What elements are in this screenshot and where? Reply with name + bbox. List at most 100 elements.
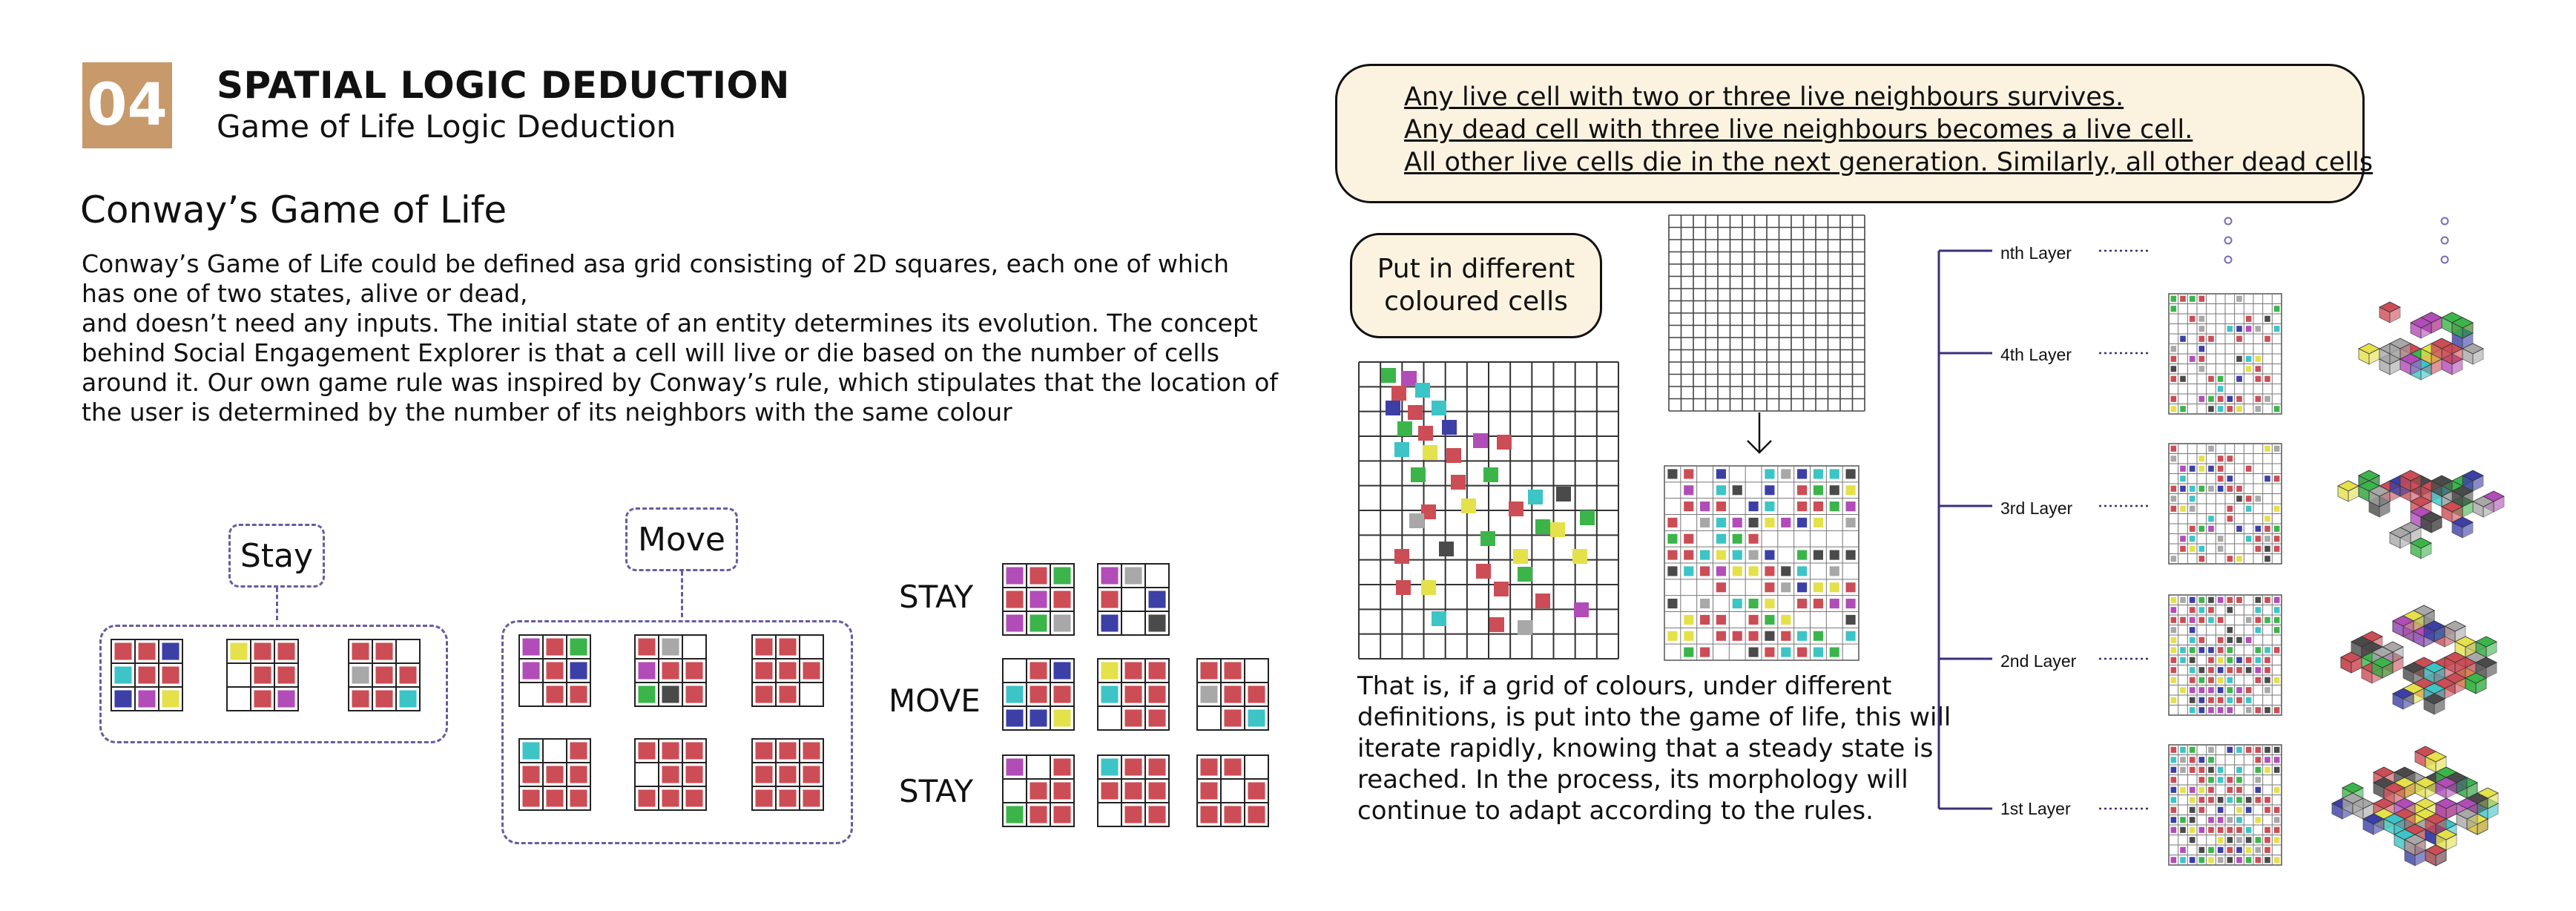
dense-grid-cell (2198, 766, 2205, 773)
iso-cube-right (2483, 501, 2494, 518)
mini-grid-cell (1224, 758, 1242, 776)
scatter-cell (1394, 442, 1409, 457)
dense-grid-cell (2180, 505, 2186, 512)
dense-grid-cell (2245, 496, 2252, 502)
dense-grid-cell (1797, 469, 1808, 479)
mini-grid-cell (254, 666, 271, 684)
mini-grid-cell (755, 789, 773, 807)
coloured-cells-callout: Put in different coloured cells (1350, 233, 1602, 338)
dense-grid-cell (2198, 797, 2205, 803)
ellipsis-dot (2224, 236, 2233, 245)
dense-grid-cell (2170, 596, 2177, 603)
dense-grid-cell (2170, 677, 2177, 683)
dense-grid-cell (2227, 657, 2233, 663)
dense-grid-cell (1781, 469, 1791, 479)
dense-grid-cell (2236, 797, 2242, 803)
dense-grid-cell (1765, 469, 1775, 479)
dense-grid-cell (2198, 556, 2205, 562)
scatter-cell (1473, 433, 1488, 448)
dense-grid-cell (2170, 556, 2177, 562)
mini-grid-cell (1030, 614, 1047, 632)
dense-grid-cell (2264, 536, 2270, 542)
dense-grid-cell (2198, 806, 2205, 813)
dense-grid-cell (2208, 797, 2214, 803)
mini-grid-cell (399, 666, 417, 684)
dense-grid-cell (2236, 406, 2242, 412)
dense-grid-cell (2217, 657, 2224, 663)
dense-grid-cell (1781, 614, 1791, 625)
dense-grid-cell (2273, 707, 2280, 714)
mini-grid-cell (1006, 591, 1024, 608)
dense-grid-cell (2189, 806, 2195, 813)
dense-grid-cell (2236, 806, 2242, 813)
mini-grid-cell (662, 789, 679, 807)
section-subtitle: Game of Life Logic Deduction (217, 108, 676, 145)
dense-grid-cell (2245, 746, 2252, 753)
dense-grid-cell (2264, 657, 2270, 663)
mini-grid-cell (662, 662, 679, 680)
dense-grid-cell (2208, 516, 2214, 522)
scatter-cell (1423, 445, 1437, 460)
dense-grid-cell (2255, 406, 2262, 412)
mini-grid-cell (570, 766, 587, 783)
mini-grid-cell (1224, 806, 1242, 823)
mini-grid-cell (1124, 709, 1142, 727)
dense-grid-cell (2208, 697, 2214, 703)
dense-grid-cell (2180, 596, 2186, 603)
dense-grid-cell (1748, 614, 1759, 625)
dense-grid-cell (2227, 846, 2233, 853)
iso-cube-right (2410, 475, 2422, 492)
dense-grid-cell (2227, 667, 2233, 674)
dense-grid-cell (2264, 647, 2270, 654)
dense-grid-cell (2255, 355, 2262, 362)
dense-grid-cell (2189, 657, 2195, 663)
dense-grid-cell (2189, 826, 2195, 833)
dense-grid-cell (1732, 599, 1742, 609)
dense-grid-cell (2189, 295, 2195, 302)
rule-line: All other live cells die in the next gen… (1404, 148, 2374, 177)
mini-grid-cell (685, 742, 703, 760)
dense-grid-cell (2217, 806, 2224, 813)
scatter-cell (1432, 611, 1446, 626)
dense-grid-cell (2245, 846, 2252, 853)
mini-grid-cell (755, 662, 773, 680)
dense-grid-cell (2170, 366, 2177, 372)
iso-cube-right (2454, 657, 2466, 674)
dense-grid-cell (2255, 846, 2262, 853)
dense-grid-cell (1748, 501, 1759, 512)
dense-grid-cell (2245, 505, 2252, 512)
mini-grid-cell (685, 685, 703, 703)
dense-grid-cell (1684, 631, 1694, 641)
iso-cube-right (2462, 322, 2474, 339)
dense-grid-cell (2208, 817, 2214, 823)
scatter-cell (1432, 401, 1446, 415)
dense-grid-cell (2227, 505, 2233, 512)
mini-grid-cell (546, 685, 564, 703)
iso-cube-right (2486, 662, 2497, 679)
ellipsis-dot (2440, 255, 2449, 264)
dense-grid-cell (1684, 614, 1694, 625)
dense-grid-cell (2208, 757, 2214, 763)
dense-grid-cell (2245, 366, 2252, 372)
dense-grid-cell (2227, 556, 2233, 562)
mini-grid-cell (546, 766, 564, 783)
dense-grid-cell (1765, 631, 1775, 641)
mini-grid-cell (638, 789, 656, 807)
dense-grid-cell (2273, 677, 2280, 683)
dense-grid-cell (2208, 857, 2214, 864)
dense-grid-cell (2273, 505, 2280, 512)
dense-grid-cell (1765, 485, 1775, 496)
dense-grid-cell (2180, 757, 2186, 763)
dense-grid-cell (1797, 631, 1808, 641)
dense-grid-cell (2170, 375, 2177, 382)
mini-grid-cell (779, 789, 797, 807)
mini-grid-cell (685, 789, 703, 807)
iso-cube-right (2434, 667, 2445, 684)
dense-grid-cell (1845, 631, 1856, 641)
stay-group-box (99, 625, 448, 743)
dense-grid-cell (1748, 533, 1759, 544)
dense-grid-cell (2245, 837, 2252, 843)
dense-grid-cell (2180, 335, 2186, 342)
dense-grid-cell (2273, 826, 2280, 833)
dense-grid-cell (2227, 697, 2233, 703)
